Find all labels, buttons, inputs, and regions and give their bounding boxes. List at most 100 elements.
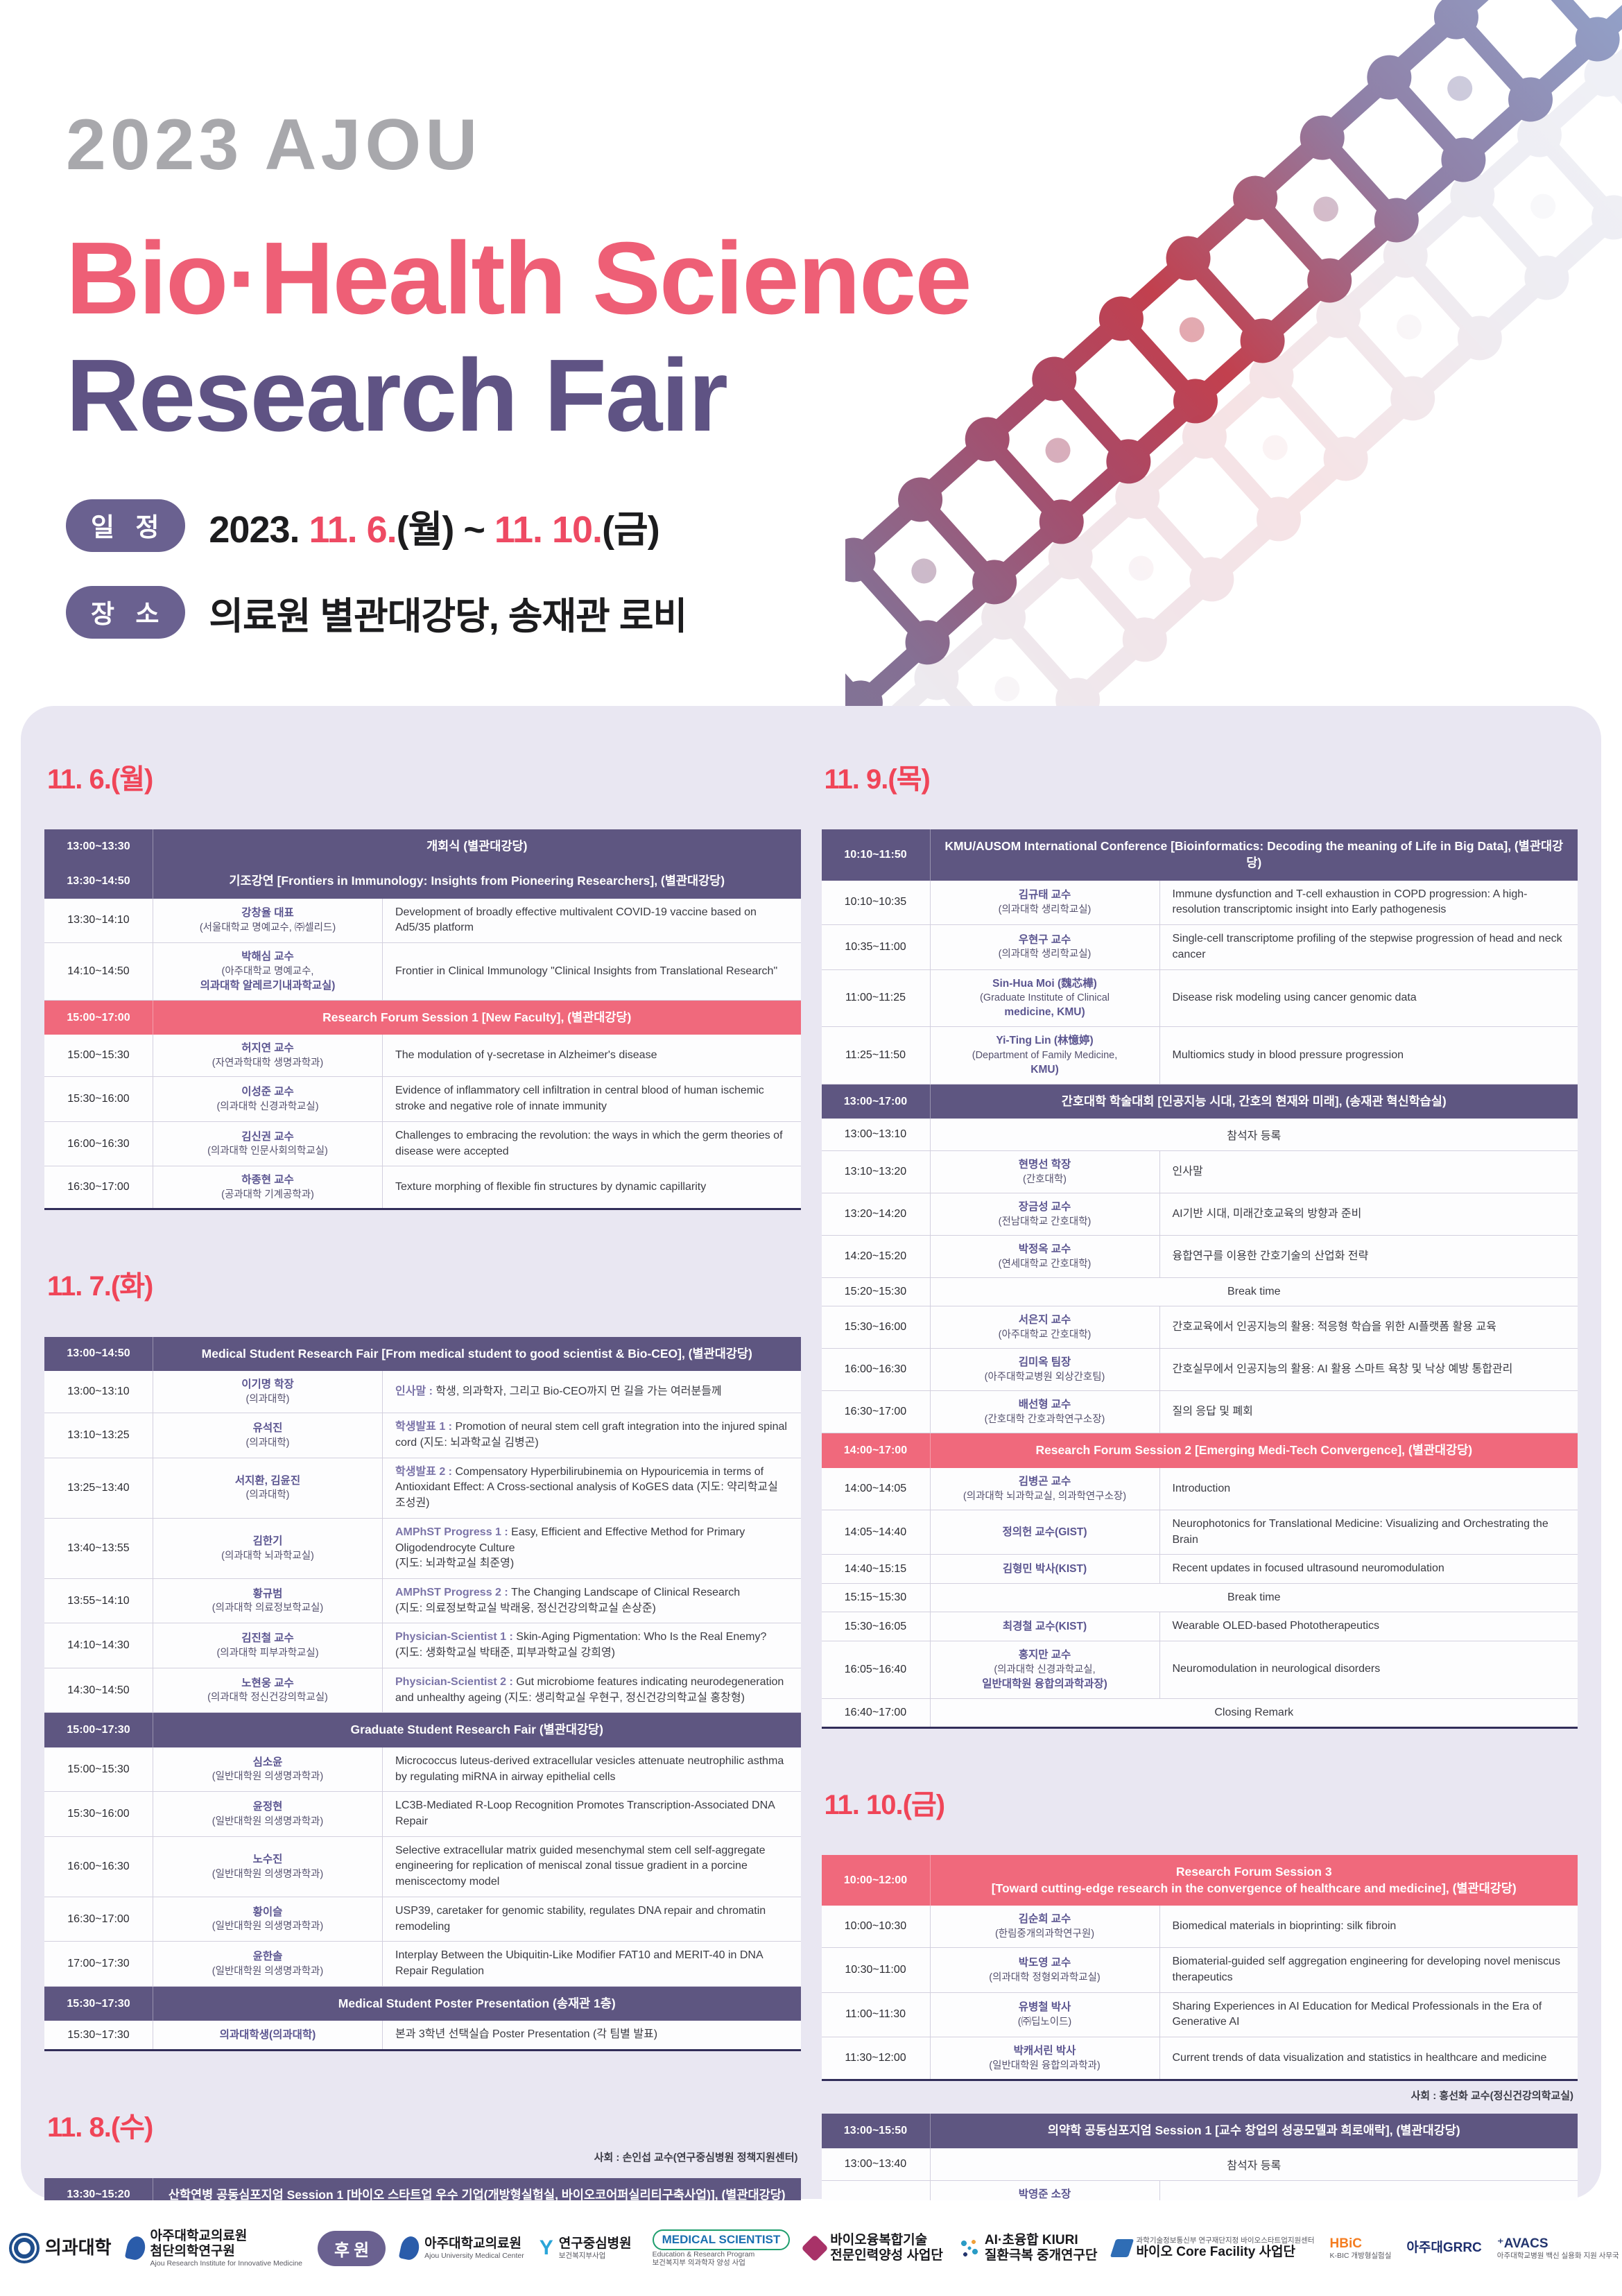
topic-cell: AMPhST Progress 1 : Easy, Efficient and … [395, 1526, 745, 1570]
topic-prefix: 학생발표 1 : [395, 1421, 456, 1433]
span-row: 15:20~15:30 Break time [821, 1278, 1578, 1307]
time-cell: 13:00~15:50 [822, 2114, 931, 2148]
speaker-name: 이기명 학장 [241, 1379, 294, 1391]
time-cell: 15:20~15:30 [822, 1278, 931, 1306]
time-cell: 13:00~13:40 [822, 2148, 931, 2180]
topic-cell: Selective extracellular matrix guided me… [395, 1844, 766, 1888]
time-cell: 16:30~17:00 [822, 1391, 931, 1433]
speaker-name: 박해심 교수 [241, 951, 294, 963]
speaker-name: Sin-Hua Moi (魏芯樺) [992, 977, 1097, 990]
speaker-affiliation: (연세대학교 간호대학) [998, 1259, 1092, 1270]
speaker-cell: 정의헌 교수(GIST) [931, 1510, 1160, 1555]
speaker-cell: 현명선 학장 (간호대학) [931, 1151, 1160, 1193]
time-cell: 13:00~13:30 [44, 829, 153, 864]
topic-cell: Challenges to embracing the revolution: … [395, 1129, 783, 1157]
topic-cell: USP39, caretaker for genomic stability, … [395, 1904, 766, 1933]
speaker-name: 김진철 교수 [241, 1632, 294, 1645]
time-cell: 14:00~14:05 [822, 1468, 931, 1510]
time-cell: 10:10~10:35 [822, 880, 931, 925]
schedule-row: 14:00~14:05 김병곤 교수 (의과대학 뇌과학교실, 의과학연구소장) In… [821, 1468, 1578, 1510]
span-label: 참석자 등록 [1227, 1130, 1282, 1143]
session-title: Research Forum Session 2 [Emerging Medi-… [1035, 1443, 1473, 1458]
poster-title-line2: Research Fair [66, 338, 728, 453]
schedule-row: 16:00~16:30 김신권 교수 (의과대학 인문사회의학교실) Challeng… [44, 1121, 801, 1167]
hex-icon [801, 2234, 829, 2262]
span-label: Closing Remark [1214, 1706, 1294, 1718]
time-cell: 14:10~14:50 [44, 943, 153, 1000]
speaker-name: 유병철 박사 [1018, 2001, 1071, 2014]
topic-cell: 간호교육에서 인공지능의 활용: 적응형 학습을 위한 AI플랫폼 활용 교육 [1172, 1321, 1496, 1333]
span-row: 13:00~13:10 참석자 등록 [821, 1119, 1578, 1152]
schedule-row: 13:00~13:10 이기명 학장 (의과대학) 인사말 : 학생, 의과학자, 그… [44, 1371, 801, 1414]
speaker-affiliation: (의과대학 뇌과학교실, 의과학연구소장) [963, 1490, 1127, 1502]
time-cell: 13:30~14:10 [44, 898, 153, 943]
sponsor-logo-text: 의과대학 [45, 2237, 112, 2259]
schedule-row: 17:00~17:30 윤한솔 (일반대학원 의생명과학과) Interplay Be… [44, 1942, 801, 1987]
speaker-cell: 서지환, 김윤진 (의과대학) [153, 1458, 383, 1518]
speaker-name: Yi-Ting Lin (林憶婷) [996, 1035, 1094, 1047]
schedule-row: 13:10~13:25 유석진 (의과대학) 학생발표 1 : Promotion o… [44, 1413, 801, 1458]
speaker-affiliation: (의과대학 신경과학교실) [216, 1100, 319, 1112]
span-label: 참석자 등록 [1227, 2159, 1282, 2172]
speaker-cell: 심소윤 (일반대학원 의생명과학과) [153, 1747, 383, 1792]
speaker-affiliation: (의과대학 신경과학교실, [994, 1664, 1096, 1675]
venue-row: 장 소 의료원 별관대강당, 송재관 로비 [66, 585, 1037, 640]
speaker-cell: 황이슬 (일반대학원 의생명과학과) [153, 1897, 383, 1942]
topic-cell: Sharing Experiences in AI Education for … [1172, 2000, 1542, 2028]
sponsor-logo-sub: Ajou Research Institute for Innovative M… [150, 2259, 302, 2268]
speaker-affiliation: (서울대학교 명예교수, ㈜셀리드) [199, 922, 336, 934]
topic-prefix: Physician-Scientist 2 : [395, 1675, 517, 1688]
sponsor-logo-text: 바이오융복합기술 전문인력양성 사업단 [830, 2233, 943, 2263]
session-title: 간호대학 학술대회 [인공지능 시대, 간호의 현재와 미래], (송재관 혁신… [1061, 1094, 1447, 1108]
topic-cell: 학생발표 1 : Promotion of neural stem cell g… [395, 1421, 787, 1449]
span-row: 15:15~15:30 Break time [821, 1584, 1578, 1613]
session-title: Research Forum Session 1 [New Faculty], … [322, 1010, 632, 1024]
time-cell: 11:30~12:00 [822, 2037, 931, 2079]
speaker-name: 노수진 [252, 1853, 283, 1865]
topic-cell: Immune dysfunction and T-cell exhaustion… [1172, 888, 1528, 916]
sponsor-logo-title: AI·초융합 KIURI 질환극복 중개연구단 [984, 2233, 1098, 2263]
speaker-name: 심소윤 [252, 1756, 283, 1768]
schedule-row: 13:30~14:10 강창율 대표 (서울대학교 명예교수, ㈜셀리드) Devel… [44, 898, 801, 944]
session-title: 기조강연 [Frontiers in Immunology: Insights … [229, 874, 725, 888]
speaker-name: 박영준 소장 [1018, 2188, 1071, 2200]
sponsor-logo: 의과대학 [8, 2233, 112, 2263]
speaker-affiliation: (의과대학) [245, 1490, 290, 1501]
speaker-name: 김한기 [252, 1535, 283, 1547]
speaker-name: 김형민 박사(KIST) [1002, 1562, 1087, 1575]
time-cell: 15:30~17:30 [44, 1986, 153, 2021]
speaker-cell: 윤정현 (일반대학원 의생명과학과) [153, 1792, 383, 1836]
topic-cell: 학생발표 2 : Compensatory Hyperbilirubinemia… [395, 1465, 778, 1510]
speaker-name: 배선형 교수 [1018, 1399, 1071, 1411]
topic-cell: Recent updates in focused ultrasound neu… [1172, 1562, 1444, 1575]
topic-cell: Current trends of data visualization and… [1172, 2051, 1547, 2064]
topic-cell: Interplay Between the Ubiquitin-Like Mod… [395, 1949, 763, 1978]
sponsor-logo-text: 연구중심병원 보건복지부사업 [559, 2236, 632, 2260]
speaker-affiliation: (아주대학교병원 외상간호팀) [984, 1372, 1105, 1383]
speaker-name: 김미옥 팀장 [1018, 1356, 1071, 1369]
speaker-cell: 허지연 교수 (자연과학대학 생명과학과) [153, 1035, 383, 1077]
topic-cell: 인사말 : 학생, 의과학자, 그리고 Bio-CEO까지 먼 길을 가는 여러… [395, 1385, 722, 1397]
speaker-cell: 김한기 (의과대학 뇌과학교실) [153, 1518, 383, 1578]
topic-cell: 질의 응답 및 폐회 [1172, 1406, 1253, 1418]
day-header: 11. 10.(금) [825, 1759, 1576, 1845]
sponsor-logo: 아주대학교의료원 Ajou University Medical Center [398, 2234, 524, 2262]
sponsor-logo-text: ⁺AVACS 아주대학교병원 백신 실용화 지원 사무국 [1497, 2236, 1619, 2260]
speaker-affiliation: (한림중개의과학연구원) [994, 1928, 1095, 1940]
day-title: 11. 10.(금) [824, 1789, 946, 1820]
sponsor-role-badge: 후원 [318, 2230, 386, 2266]
topic-cell: Physician-Scientist 1 : Skin-Aging Pigme… [395, 1631, 767, 1659]
session-header-row: 15:30~17:30 Medical Student Poster Presen… [44, 1986, 801, 2021]
time-cell: 13:30~14:50 [44, 864, 153, 899]
session-title: 의약학 공동심포지엄 Session 1 [교수 창업의 성공모델과 희로애락]… [1047, 2123, 1460, 2137]
day-d9: 11. 9.(목) 10:10~11:50 KMU/AUSOM Internatio… [821, 734, 1578, 1729]
speaker-cell: 배선형 교수 (간호대학 간호과학연구소장) [931, 1391, 1160, 1433]
schedule-row: 16:30~17:00 하종현 교수 (공과대학 기계공학과) Texture mor… [44, 1166, 801, 1211]
day-d10: 11. 10.(금) 10:00~12:00 Research Forum Sess… [821, 1759, 1578, 2296]
schedule-row: 10:00~10:30 김순희 교수 (한림중개의과학연구원) Biomedical … [821, 1906, 1578, 1949]
speaker-affiliation: (의과대학 인문사회의학교실) [207, 1146, 328, 1157]
speaker-name: 황규범 [252, 1587, 283, 1600]
sponsor-logo-text: 과학기술정보통신부 연구재단지정 바이오스타트업지원센터 바이오 Core Fac… [1137, 2236, 1315, 2260]
